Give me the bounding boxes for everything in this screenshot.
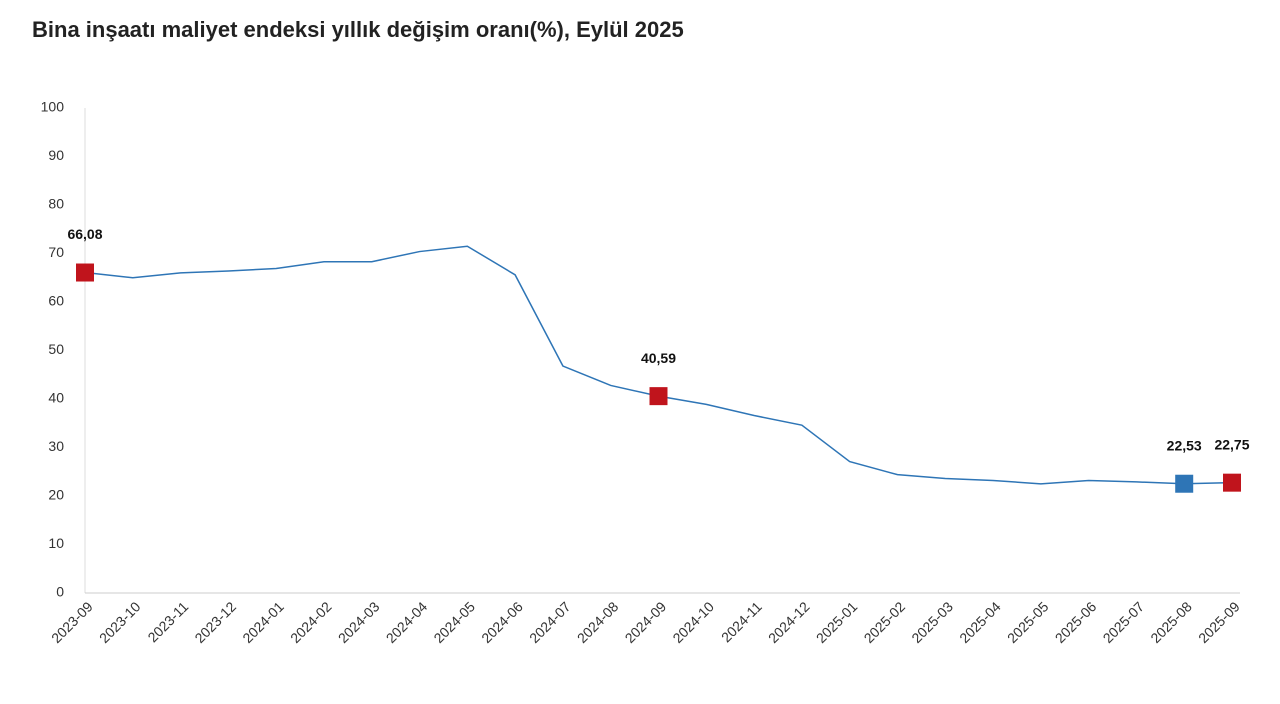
x-tick-label: 2024-09 bbox=[622, 598, 670, 646]
x-tick-label: 2025-04 bbox=[956, 598, 1004, 646]
x-tick-label: 2025-09 bbox=[1195, 598, 1243, 646]
x-tick-label: 2023-11 bbox=[144, 598, 191, 645]
y-tick-label: 100 bbox=[41, 99, 65, 115]
value-label: 40,59 bbox=[641, 350, 676, 366]
x-tick-label: 2024-06 bbox=[478, 598, 526, 646]
x-tick-label: 2024-10 bbox=[669, 598, 717, 646]
y-tick-label: 50 bbox=[48, 341, 64, 357]
x-tick-label: 2024-05 bbox=[430, 598, 478, 646]
value-label: 22,75 bbox=[1214, 436, 1249, 452]
x-tick-label: 2024-04 bbox=[383, 598, 431, 646]
y-tick-label: 0 bbox=[56, 584, 64, 600]
y-tick-label: 40 bbox=[48, 390, 64, 406]
x-tick-label: 2025-03 bbox=[908, 598, 956, 646]
x-tick-label: 2025-08 bbox=[1147, 598, 1195, 646]
x-tick-label: 2025-07 bbox=[1100, 598, 1148, 646]
x-tick-label: 2023-10 bbox=[96, 598, 144, 646]
x-tick-label: 2025-02 bbox=[861, 598, 909, 646]
value-label: 66,08 bbox=[67, 226, 102, 242]
y-tick-label: 10 bbox=[48, 535, 64, 551]
x-tick-label: 2023-09 bbox=[48, 598, 96, 646]
marker bbox=[1223, 473, 1241, 492]
x-tick-label: 2025-05 bbox=[1004, 598, 1052, 646]
x-tick-label: 2025-01 bbox=[813, 598, 861, 646]
y-tick-label: 20 bbox=[48, 487, 64, 503]
x-tick-label: 2024-11 bbox=[718, 598, 765, 645]
x-tick-label: 2024-12 bbox=[765, 598, 813, 646]
y-tick-label: 90 bbox=[48, 147, 64, 163]
x-tick-label: 2024-01 bbox=[239, 598, 287, 646]
x-tick-label: 2024-08 bbox=[574, 598, 622, 646]
chart-title: Bina inşaatı maliyet endeksi yıllık deği… bbox=[32, 17, 684, 42]
y-tick-label: 70 bbox=[48, 244, 64, 260]
x-tick-label: 2023-12 bbox=[191, 598, 239, 646]
y-tick-label: 30 bbox=[48, 438, 64, 454]
marker bbox=[1175, 474, 1194, 493]
x-tick-label: 2024-03 bbox=[335, 598, 383, 646]
x-tick-label: 2024-02 bbox=[287, 598, 335, 646]
y-tick-label: 60 bbox=[48, 293, 64, 309]
value-label: 22,53 bbox=[1167, 437, 1202, 453]
x-tick-label: 2025-06 bbox=[1052, 598, 1100, 646]
marker bbox=[76, 263, 94, 282]
y-tick-label: 80 bbox=[48, 196, 64, 212]
x-tick-label: 2024-07 bbox=[526, 598, 574, 646]
marker bbox=[649, 387, 668, 406]
